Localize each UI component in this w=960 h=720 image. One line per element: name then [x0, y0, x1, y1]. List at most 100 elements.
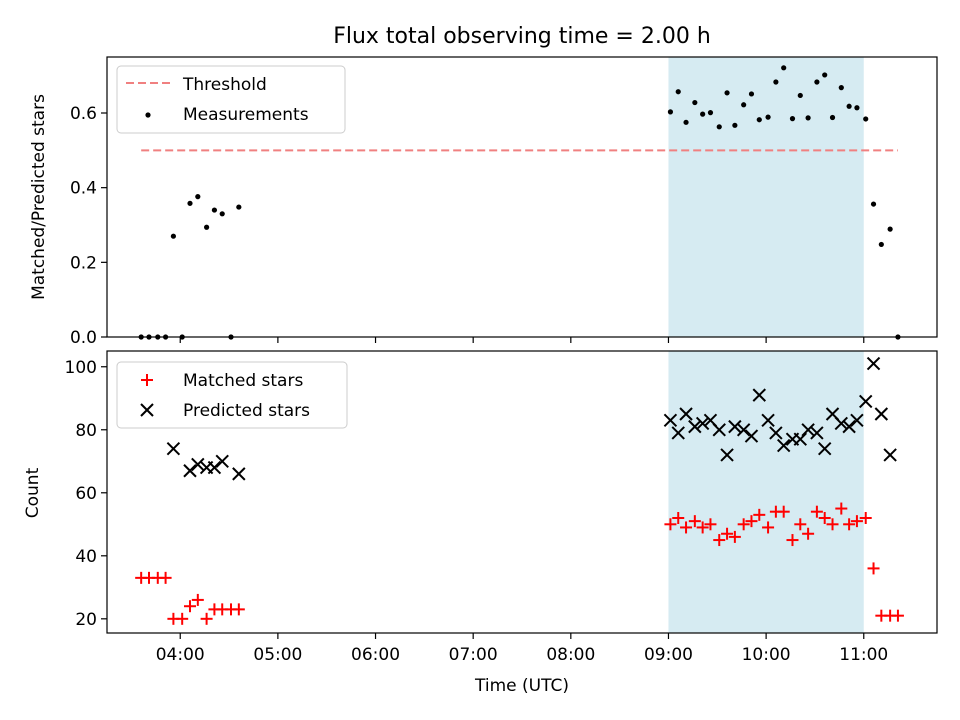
legend-predicted-label: Predicted stars — [183, 401, 310, 421]
x-tick-label: 11:00 — [839, 645, 888, 665]
matched-stars-point — [191, 593, 204, 606]
measurements-point — [195, 194, 201, 200]
measurements-point — [805, 115, 811, 121]
measurements-point — [878, 241, 884, 248]
legend-matched-label: Matched stars — [183, 371, 303, 391]
predicted-stars-point — [801, 423, 815, 437]
matched-stars-point — [794, 518, 807, 531]
predicted-stars-point — [183, 464, 197, 478]
legend-measurements-label: Measurements — [183, 105, 309, 125]
predicted-stars-point — [883, 448, 897, 462]
measurements-point — [773, 79, 779, 85]
ratio-y-axis-label: Matched/Predicted stars — [29, 94, 49, 300]
measurements-point — [863, 116, 869, 122]
predicted-stars-point — [842, 419, 856, 434]
y-tick-label: 0.2 — [70, 253, 97, 273]
predicted-stars-point — [728, 419, 742, 434]
matched-stars-point — [850, 515, 863, 528]
matched-stars-point — [713, 534, 726, 547]
matched-stars-point — [232, 603, 245, 616]
y-tick-label: 20 — [75, 610, 97, 630]
measurements-point — [854, 105, 860, 111]
x-tick-label: 06:00 — [351, 645, 400, 665]
matched-stars-point — [753, 508, 766, 521]
y-tick-label: 0.0 — [70, 328, 97, 348]
predicted-stars-point — [866, 356, 881, 371]
y-tick-label: 40 — [75, 547, 97, 567]
matched-stars-point — [762, 521, 775, 534]
measurements-point — [211, 207, 218, 213]
measurements-point — [748, 91, 755, 97]
measurements-point — [675, 89, 681, 95]
matched-stars-point — [696, 521, 709, 534]
measurements-point — [829, 114, 836, 121]
matched-stars-point — [728, 530, 741, 543]
measurements-point — [236, 204, 242, 210]
predicted-stars-point — [769, 426, 783, 440]
matched-stars-point — [786, 534, 799, 547]
matched-stars-point — [802, 527, 815, 540]
measurements-point — [187, 200, 193, 206]
measurements-point — [814, 79, 820, 85]
matched-stars-point — [184, 600, 196, 613]
predicted-stars-point — [207, 460, 222, 475]
measurements-point — [707, 110, 714, 116]
predicted-stars-point — [776, 438, 791, 453]
predicted-stars-point — [688, 419, 702, 434]
matched-stars-point — [688, 515, 701, 528]
matched-stars-point — [672, 511, 685, 524]
y-tick-label: 60 — [75, 484, 97, 504]
count-panel: 20 40 60 80 100 04:00 05:00 06:00 07:00 08:00 09:… — [23, 350, 938, 696]
matched-stars-point — [777, 505, 790, 518]
measurements-point — [887, 226, 893, 232]
ratio-shaded-span — [668, 57, 864, 337]
predicted-stars-point — [793, 432, 808, 446]
matched-stars-point — [867, 562, 880, 575]
matched-stars-point — [176, 612, 189, 625]
count-legend: Matched stars Predicted stars — [116, 361, 348, 429]
measurements-point — [700, 111, 706, 117]
count-plot-frame — [106, 350, 938, 634]
x-axis-label: Time (UTC) — [474, 676, 569, 696]
predicted-stars-point — [191, 457, 205, 472]
matched-stars-point — [159, 571, 172, 584]
chart-title: Flux total observing time = 2.00 h — [333, 24, 711, 49]
matched-stars-point — [891, 609, 904, 622]
predicted-stars-point — [752, 388, 766, 402]
predicted-stars-point — [761, 413, 775, 428]
legend-predicted-swatch — [140, 403, 154, 417]
legend-matched-swatch — [141, 374, 153, 386]
legend-threshold-label: Threshold — [182, 75, 267, 95]
predicted-stars-point — [859, 394, 873, 409]
x-tick-label: 09:00 — [644, 645, 693, 665]
predicted-stars-point — [817, 441, 832, 456]
measurements-point — [781, 65, 787, 71]
predicted-stars-point — [736, 423, 751, 437]
x-tick-label: 04:00 — [156, 645, 205, 665]
measurements-point — [219, 211, 225, 217]
measurements-point — [741, 102, 747, 108]
ratio-plot-frame — [106, 56, 938, 338]
measurements-point — [797, 92, 803, 99]
matched-stars-point — [843, 518, 856, 531]
predicted-stars-point — [695, 416, 710, 431]
predicted-stars-point — [834, 416, 849, 431]
measurements-point — [716, 124, 722, 130]
predicted-stars-point — [671, 426, 685, 440]
measurements-point — [756, 117, 762, 123]
predicted-stars-point — [712, 423, 726, 437]
measurements-point — [667, 109, 674, 115]
measurements-point — [870, 201, 877, 207]
x-tick-label: 07:00 — [449, 645, 498, 665]
count-y-axis-label: Count — [23, 467, 43, 518]
measurements-point — [789, 116, 796, 122]
matched-stars-point — [826, 518, 839, 531]
y-tick-label: 80 — [75, 421, 97, 441]
x-tick-label: 05:00 — [253, 645, 302, 665]
matched-stars-point — [835, 502, 848, 515]
x-tick-label: 08:00 — [546, 645, 595, 665]
predicted-stars-point — [744, 429, 759, 443]
predicted-stars-point — [679, 407, 693, 421]
measurements-point — [724, 90, 730, 96]
